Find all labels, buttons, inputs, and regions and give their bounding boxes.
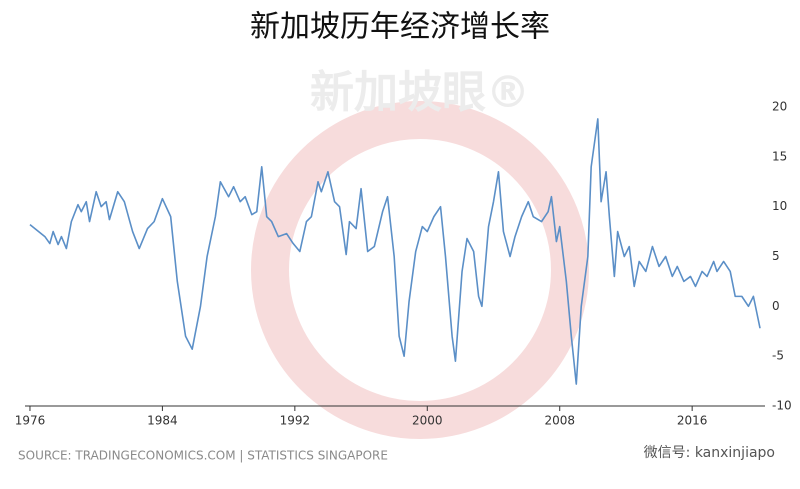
watermark: 新加坡眼® bbox=[310, 67, 530, 118]
y-tick-label: -10 bbox=[772, 399, 792, 413]
x-tick-label: 2016 bbox=[677, 414, 708, 428]
x-tick-label: 1992 bbox=[280, 414, 311, 428]
chart-title: 新加坡历年经济增长率 bbox=[250, 10, 550, 45]
y-tick-label: 0 bbox=[772, 299, 780, 313]
x-tick-label: 1976 bbox=[15, 414, 46, 428]
y-tick-label: 20 bbox=[772, 100, 787, 114]
wechat-id: 微信号: kanxinjiapo bbox=[644, 445, 775, 461]
source: SOURCE: TRADINGECONOMICS.COM | STATISTIC… bbox=[18, 449, 388, 463]
y-tick-label: 5 bbox=[772, 249, 780, 263]
x-tick-label: 2008 bbox=[544, 414, 575, 428]
y-tick-label: 15 bbox=[772, 149, 787, 163]
y-tick-label: 10 bbox=[772, 199, 787, 213]
x-tick-label: 1984 bbox=[147, 414, 178, 428]
watermark-ring bbox=[251, 101, 589, 439]
data-line bbox=[29, 118, 761, 385]
x-tick-label: 2000 bbox=[412, 414, 443, 428]
y-tick-label: -5 bbox=[772, 349, 784, 363]
